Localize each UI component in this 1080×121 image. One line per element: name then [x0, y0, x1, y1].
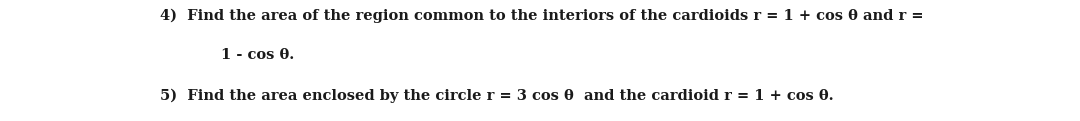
Text: 5)  Find the area enclosed by the circle r = 3 cos θ  and the cardioid r = 1 + c: 5) Find the area enclosed by the circle …: [160, 88, 834, 103]
Text: 4)  Find the area of the region common to the interiors of the cardioids r = 1 +: 4) Find the area of the region common to…: [160, 8, 923, 23]
Text: 1 - cos θ.: 1 - cos θ.: [221, 48, 295, 62]
